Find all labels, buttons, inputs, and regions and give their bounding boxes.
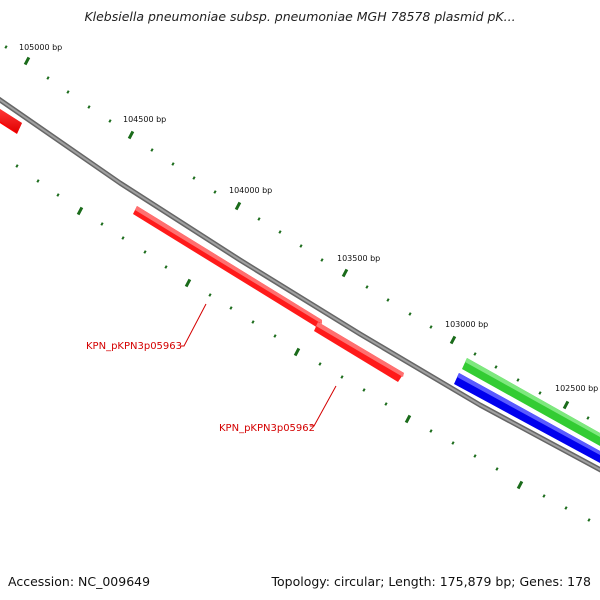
tick-label-105000: 105000 bp	[19, 43, 62, 52]
minor-tick	[36, 179, 40, 183]
label-leader-line	[310, 385, 337, 427]
minor-tick	[121, 236, 125, 240]
gene-arrow-partial-shade	[0, 109, 22, 133]
minor-tick	[164, 265, 168, 269]
major-tick	[23, 56, 31, 66]
minor-tick	[362, 388, 366, 392]
minor-tick	[516, 378, 520, 382]
minor-tick	[143, 250, 147, 254]
minor-tick	[46, 76, 50, 80]
inner-tick-ring	[15, 164, 591, 522]
minor-tick	[586, 416, 590, 420]
minor-tick	[318, 362, 322, 366]
tick-label-102500: 102500 bp	[555, 384, 598, 393]
tick-label-104000: 104000 bp	[229, 186, 272, 195]
gene-arrow-blue[interactable]	[454, 373, 600, 463]
minor-tick	[494, 365, 498, 369]
minor-tick	[429, 325, 433, 329]
major-tick	[127, 130, 135, 140]
gene-feature[interactable]	[454, 373, 600, 463]
minor-tick	[495, 467, 499, 471]
minor-tick	[408, 312, 412, 316]
minor-tick	[251, 320, 255, 324]
gene-feature[interactable]	[314, 322, 404, 382]
major-tick	[516, 480, 524, 490]
minor-tick	[299, 244, 303, 248]
topology-summary: Topology: circular; Length: 175,879 bp; …	[271, 574, 592, 589]
minor-tick	[4, 45, 8, 49]
tick-label-103500: 103500 bp	[337, 254, 380, 263]
gene-arrow-kpn-pkpn3p05963-top	[135, 206, 322, 324]
major-tick	[76, 206, 84, 216]
tick-label-103000: 103000 bp	[445, 320, 488, 329]
gene-feature[interactable]	[462, 358, 600, 446]
minor-tick	[273, 334, 277, 338]
major-tick	[449, 335, 457, 345]
minor-tick	[257, 217, 261, 221]
minor-tick	[56, 193, 60, 197]
minor-tick	[192, 176, 196, 180]
minor-tick	[538, 391, 542, 395]
major-tick	[341, 268, 349, 278]
label-leader-line	[180, 303, 207, 347]
minor-tick	[66, 90, 70, 94]
minor-tick	[208, 293, 212, 297]
gene-label-kpn-pkpn3p05962[interactable]: KPN_pKPN3p05962	[219, 423, 315, 434]
gene-arrow-green-top	[465, 358, 600, 437]
major-tick	[293, 347, 301, 357]
minor-tick	[340, 375, 344, 379]
minor-tick	[473, 352, 477, 356]
minor-tick	[451, 441, 455, 445]
minor-tick	[108, 119, 112, 123]
minor-tick	[87, 105, 91, 109]
gene-arrow-kpn-pkpn3p05962-top	[316, 322, 404, 377]
minor-tick	[100, 222, 104, 226]
minor-tick	[213, 190, 217, 194]
major-tick	[562, 400, 570, 410]
minor-tick	[15, 164, 19, 168]
minor-tick	[542, 494, 546, 498]
gene-arrow-blue-top	[457, 373, 600, 455]
minor-tick	[384, 402, 388, 406]
major-tick	[234, 201, 242, 211]
major-tick	[184, 278, 192, 288]
tick-labels: 105000 bp 104500 bp 104000 bp 103500 bp …	[19, 43, 598, 393]
gene-label-kpn-pkpn3p05963[interactable]: KPN_pKPN3p05963	[86, 341, 182, 352]
minor-tick	[386, 298, 390, 302]
backbone-highlight	[0, 98, 600, 471]
accession-text: Accession: NC_009649	[8, 574, 151, 589]
outer-tick-ring	[4, 45, 590, 420]
tick-label-104500: 104500 bp	[123, 115, 166, 124]
minor-tick	[587, 518, 591, 522]
map-title: Klebsiella pneumoniae subsp. pneumoniae …	[84, 9, 516, 24]
gene-feature[interactable]	[0, 109, 22, 134]
gene-labels: KPN_pKPN3p05963 KPN_pKPN3p05962	[86, 303, 337, 434]
backbone-circle	[0, 96, 600, 473]
minor-tick	[429, 429, 433, 433]
gene-feature[interactable]	[133, 206, 322, 328]
minor-tick	[473, 454, 477, 458]
minor-tick	[229, 306, 233, 310]
gene-arrow-green[interactable]	[462, 358, 600, 446]
minor-tick	[278, 230, 282, 234]
minor-tick	[365, 285, 369, 289]
major-tick	[404, 414, 412, 424]
minor-tick	[171, 162, 175, 166]
minor-tick	[150, 148, 154, 152]
minor-tick	[564, 506, 568, 510]
minor-tick	[320, 258, 324, 262]
